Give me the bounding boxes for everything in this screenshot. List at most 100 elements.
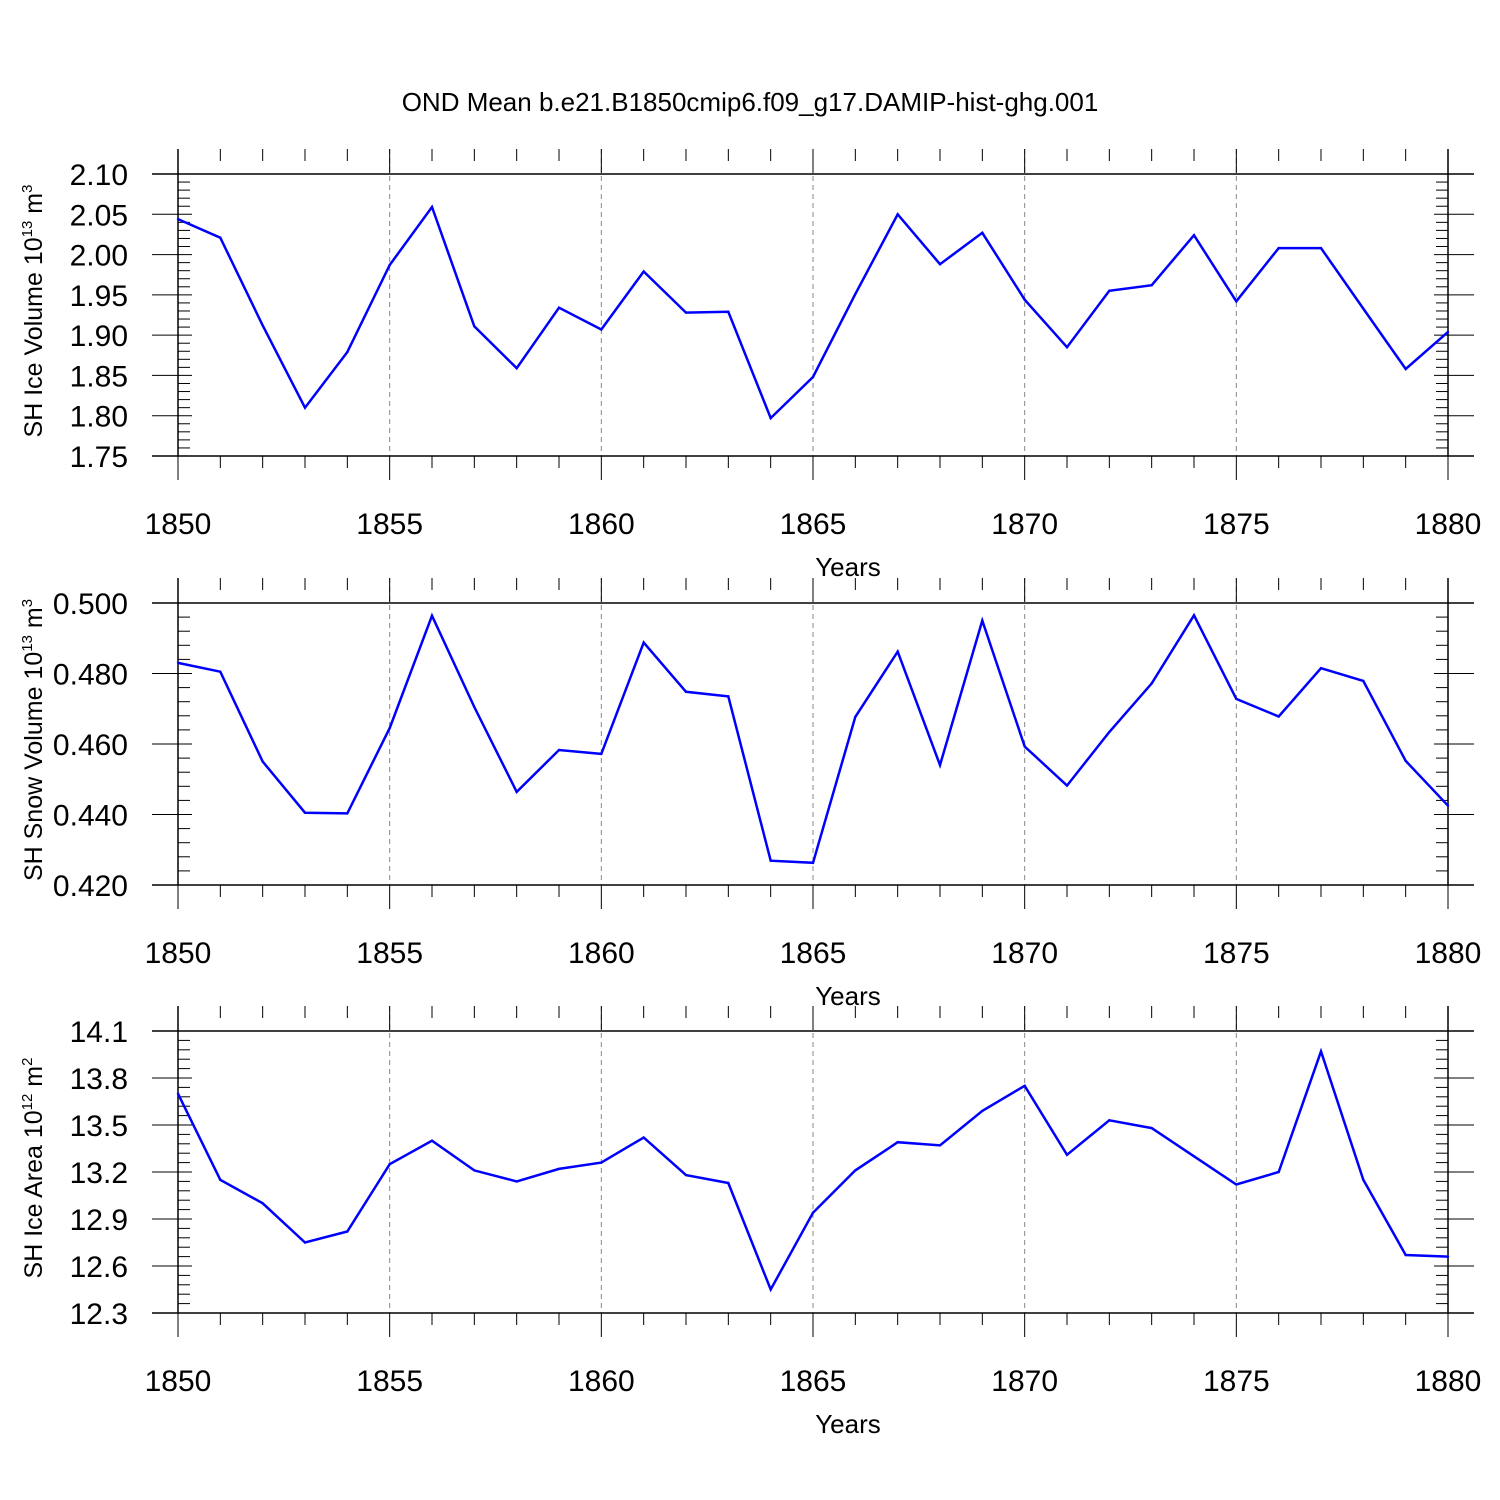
data-point (896, 650, 899, 653)
data-point (1065, 784, 1069, 787)
y-tick-label: 12.6 (70, 1251, 128, 1284)
data-point (1277, 715, 1280, 718)
y-axis-title-unit: m (20, 1066, 48, 1094)
y-axis-title-text: SH Ice Volume 10 (20, 237, 48, 437)
data-point (515, 1180, 518, 1183)
data-point (303, 406, 307, 409)
data-point (642, 270, 645, 273)
x-tick-label: 1865 (780, 508, 847, 541)
x-tick-label: 1860 (568, 1365, 635, 1398)
x-tick-label: 1875 (1203, 1365, 1270, 1398)
data-point (1023, 298, 1026, 301)
y-axis-title-exponent: 13 (19, 221, 36, 238)
data-point (388, 726, 391, 730)
data-point (684, 690, 688, 694)
y-axis-title-unit: m (20, 607, 48, 635)
data-point (261, 324, 264, 327)
y-tick-label: 0.460 (53, 729, 128, 762)
data-point (811, 375, 815, 379)
y-tick-label: 1.95 (70, 280, 128, 313)
data-point (388, 1162, 391, 1166)
data-point (219, 236, 222, 239)
chart-panels: 1.75 1.80 1.85 1.90 1.95 2.00 2.05 2.10 1850 1855… (19, 149, 1481, 1439)
data-point (430, 614, 434, 617)
data-point (684, 311, 688, 314)
data-point (854, 1169, 857, 1172)
y-tick-label: 13.8 (70, 1063, 128, 1096)
data-point (1150, 682, 1153, 685)
data-point (473, 325, 476, 328)
data-point (642, 1136, 645, 1139)
data-point (473, 705, 476, 709)
data-point (600, 752, 603, 756)
data-point (515, 790, 518, 794)
data-point (557, 306, 561, 309)
y-tick-label: 2.00 (70, 240, 128, 273)
data-point (1277, 1170, 1280, 1174)
data-point (727, 695, 730, 698)
data-point (303, 1241, 307, 1244)
data-point (1319, 667, 1323, 670)
x-tick-label: 1865 (780, 1365, 847, 1398)
data-point (346, 1230, 349, 1233)
data-point (1362, 1178, 1365, 1182)
data-point (346, 812, 349, 815)
y-tick-label: 12.3 (70, 1298, 128, 1331)
y-axis-title-text: SH Snow Volume 10 (20, 652, 48, 881)
data-point (854, 292, 857, 296)
data-point (473, 1169, 476, 1172)
data-point (1065, 346, 1069, 349)
data-point (1192, 234, 1196, 237)
panel-1: 1.75 1.80 1.85 1.90 1.95 2.00 2.05 2.10 1850 1855… (19, 149, 1481, 582)
y-axis-title: SH Ice Area 1012 m2 (19, 1058, 48, 1279)
data-point (769, 859, 772, 862)
data-point (600, 1161, 603, 1164)
data-point (1108, 1119, 1111, 1122)
data-point (1108, 289, 1111, 293)
y-axis-title: SH Ice Volume 1013 m3 (19, 185, 48, 438)
data-point (1150, 283, 1153, 287)
x-axis-title: Years (815, 981, 881, 1011)
data-point (346, 350, 349, 354)
data-point (176, 217, 180, 221)
data-point (515, 366, 518, 370)
x-tick-label: 1850 (145, 1365, 212, 1398)
data-point (938, 763, 942, 767)
x-tick-label: 1870 (991, 508, 1058, 541)
data-point (896, 213, 899, 216)
y-tick-label: 2.05 (70, 199, 128, 232)
data-point (261, 1202, 264, 1205)
data-point (896, 1141, 899, 1144)
data-point (557, 1167, 561, 1171)
data-point (1446, 804, 1450, 807)
data-point (938, 263, 942, 266)
data-point (811, 861, 815, 864)
x-tick-label: 1875 (1203, 937, 1270, 970)
y-axis-title-unit-exponent: 3 (19, 185, 36, 193)
data-point (219, 1178, 222, 1182)
data-point (1235, 697, 1238, 701)
data-point (642, 641, 645, 644)
data-point (1362, 679, 1365, 683)
y-axis-title-unit-exponent: 2 (19, 1058, 36, 1066)
y-tick-label: 0.480 (53, 659, 128, 692)
x-tick-label: 1850 (145, 937, 212, 970)
x-tick-label: 1860 (568, 937, 635, 970)
data-point (430, 205, 434, 209)
y-axis-title-unit: m (20, 193, 48, 221)
data-point (1023, 1084, 1026, 1088)
data-point (1192, 614, 1196, 617)
x-tick-label: 1870 (991, 937, 1058, 970)
y-tick-label: 14.1 (70, 1016, 128, 1049)
data-point (811, 1211, 815, 1214)
data-point (1404, 367, 1407, 371)
y-tick-label: 13.5 (70, 1110, 128, 1143)
x-axis-title: Years (815, 1409, 881, 1439)
y-axis-title-exponent: 12 (19, 1094, 36, 1111)
panel-2: 0.420 0.440 0.460 0.480 0.500 1850 1855 1860 186… (19, 578, 1481, 1011)
data-point (981, 231, 984, 235)
data-point (1235, 1183, 1238, 1186)
data-point (1108, 730, 1111, 734)
data-point (727, 310, 730, 313)
